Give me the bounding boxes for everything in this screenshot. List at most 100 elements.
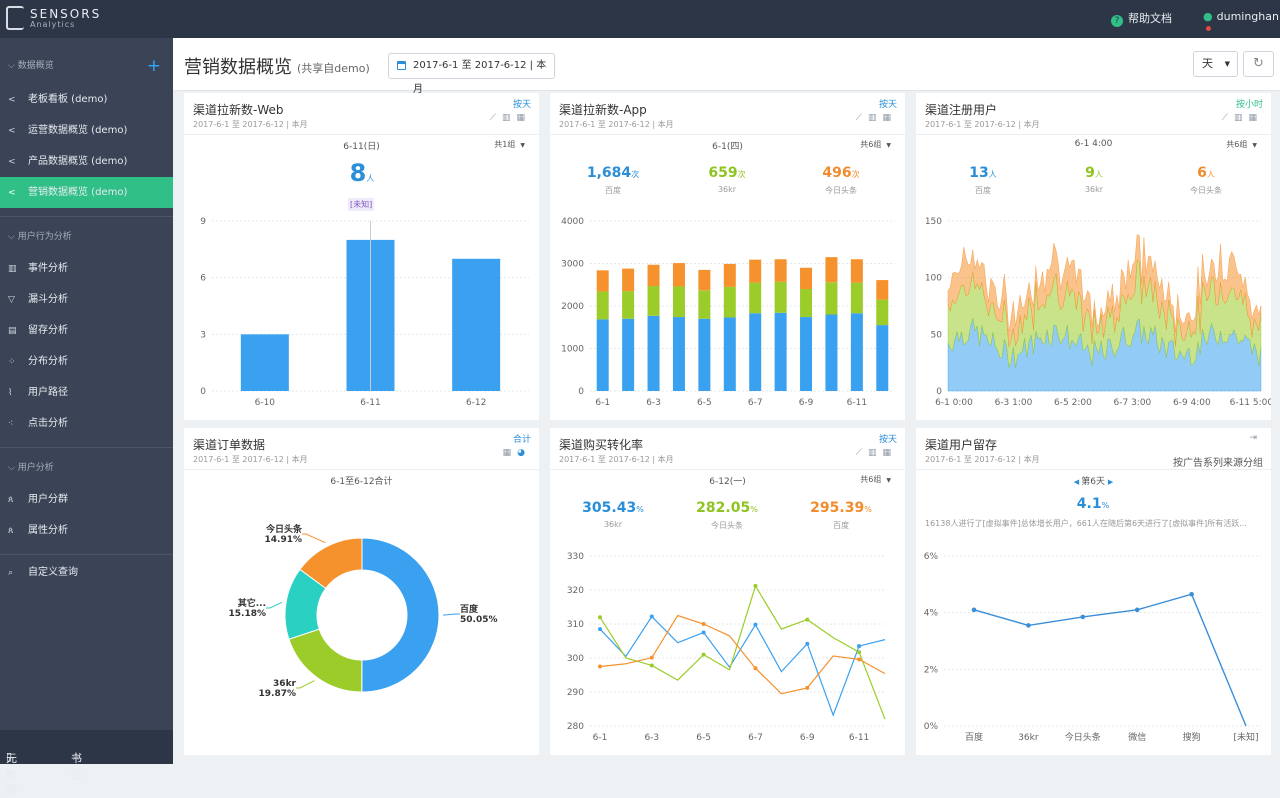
sidebar-item-product[interactable]: < 产品数据概览 (demo) (0, 146, 173, 177)
line-chart-icon[interactable]: ⟋ (1221, 113, 1234, 123)
line-chart-icon[interactable]: ⟋ (855, 113, 868, 123)
x-tick-label: 6-3 1:00 (995, 398, 1033, 408)
help-docs-link[interactable]: ? 帮助文档 (1111, 10, 1172, 27)
group-select[interactable]: 共6组 ▼ (860, 474, 891, 485)
table-icon[interactable]: ▦ (502, 448, 518, 458)
bar-segment (800, 267, 813, 289)
next-arrow-icon[interactable]: ▶ (1107, 478, 1114, 486)
chart-type-switcher[interactable]: ⟋▥▦ (856, 113, 897, 123)
data-point (598, 627, 602, 632)
sidebar-item-path[interactable]: ⌇ 用户路径 (0, 377, 173, 408)
sidebar-item-label: 用户路径 (28, 387, 68, 398)
chevron-down-icon: ▼ (520, 142, 525, 149)
chart-type-switcher[interactable]: ⟋▥▦ (1222, 113, 1263, 123)
page-header: 营销数据概览 (共享自demo) 2017-6-1 至 2017-6-12 | … (173, 38, 1280, 95)
bar-chart-icon[interactable]: ▥ (867, 448, 883, 458)
user-icon: ● (1203, 10, 1213, 23)
bar-chart-icon[interactable]: ▥ (867, 113, 883, 123)
line-chart-icon[interactable]: ⟋ (489, 113, 502, 123)
panel-orders: 渠道订单数据 2017-6-1 至 2017-6-12 | 本月 合计 ▦◕ 6… (184, 428, 539, 755)
kpi-label: 今日头条 (1190, 186, 1222, 195)
refresh-button[interactable]: ↻ (1243, 51, 1274, 77)
data-point (598, 664, 602, 669)
bar-segment (647, 264, 660, 287)
group-select[interactable]: 共1组 ▼ (494, 139, 525, 150)
brand-name: SENSORS (30, 7, 102, 21)
table-icon[interactable]: ▦ (882, 113, 897, 123)
by-day-link[interactable]: 按天 (878, 435, 897, 445)
x-tick-label: 6-5 2:00 (1054, 398, 1092, 408)
panel-subtitle: 6-1至6-12合计 (330, 477, 393, 487)
bar-segment (825, 314, 838, 391)
table-icon[interactable]: ▦ (516, 113, 531, 123)
brand-logo[interactable]: SENSORS Analytics (6, 6, 99, 32)
by-day-link[interactable]: 按天 (512, 100, 531, 110)
property-icon: ጰ (8, 526, 14, 536)
kpi-item: 496次 今日头条 (796, 165, 886, 196)
sidebar-item-boss[interactable]: < 老板看板 (demo) (0, 84, 173, 115)
sidebar-item-funnel[interactable]: ▽ 漏斗分析 (0, 284, 173, 315)
bar-segment (622, 318, 635, 391)
collapse-icon[interactable]: ⇥ (1249, 433, 1263, 443)
date-range-picker[interactable]: 2017-6-1 至 2017-6-12 | 本月 (388, 53, 555, 95)
day-navigator[interactable]: ◀ 第6天 ▶ (916, 474, 1271, 487)
bar-segment (596, 319, 609, 391)
pie-chart-icon[interactable]: ◕ (517, 448, 531, 458)
data-point (649, 655, 654, 660)
bar-chart-icon[interactable]: ▥ (1233, 113, 1249, 123)
table-icon[interactable]: ▦ (882, 448, 897, 458)
chart-type-switcher[interactable]: ⟋▥▦ (856, 448, 897, 458)
group-by-source-label[interactable]: 按广告系列来源分组 (1173, 458, 1263, 469)
bar (240, 334, 289, 391)
sidebar-item-click[interactable]: ⁖ 点击分析 (0, 408, 173, 439)
sidebar-item-retention[interactable]: ▤ 留存分析 (0, 315, 173, 346)
group-label: 共6组 (1226, 140, 1248, 149)
section-label: 用户分析 (17, 463, 54, 473)
table-icon[interactable]: ▦ (1248, 113, 1263, 123)
page-title: 营销数据概览 (184, 57, 292, 78)
sidebar-item-properties[interactable]: ጰ 属性分析 (0, 515, 173, 546)
retention-icon: ▤ (8, 326, 17, 336)
sidebar-item-label: 自定义查询 (28, 567, 78, 578)
panel-date: 2017-6-1 至 2017-6-12 | 本月 (193, 455, 308, 464)
user-menu[interactable]: ● duminghan (1203, 10, 1280, 36)
group-select[interactable]: 共6组 ▼ (860, 139, 891, 150)
logo-mark-icon (6, 6, 24, 30)
slice-label: 36kr (273, 679, 297, 689)
granularity-select[interactable]: 天 ▼ (1193, 51, 1238, 77)
total-link[interactable]: 合计 (512, 435, 531, 445)
add-dashboard-button[interactable]: + (146, 56, 161, 76)
bar-chart-icon[interactable]: ▥ (501, 113, 517, 123)
prev-arrow-icon[interactable]: ◀ (1073, 478, 1082, 486)
group-select[interactable]: 共6组 ▼ (1226, 139, 1257, 150)
sidebar-item-label: 运营数据概览 (demo) (28, 125, 128, 136)
sidebar-item-distribution[interactable]: ⁘ 分布分析 (0, 346, 173, 377)
leader-line (442, 613, 460, 616)
line-chart-icon[interactable]: ⟋ (855, 448, 868, 458)
bar (452, 258, 501, 391)
x-tick-label: 6-9 (799, 398, 814, 408)
sidebar-item-ops[interactable]: < 运营数据概览 (demo) (0, 115, 173, 146)
chart-type-switcher[interactable]: ⟋▥▦ (490, 113, 531, 123)
sidebar-item-label: 事件分析 (28, 263, 68, 274)
by-hour-link[interactable]: 按小时 (1235, 100, 1263, 110)
bar-segment (876, 325, 889, 391)
sidebar-section-behavior[interactable]: ⌵ 用户行为分析 (8, 232, 72, 242)
chart-type-switcher[interactable]: ▦◕ (503, 448, 531, 458)
sidebar-item-events[interactable]: ▥ 事件分析 (0, 253, 173, 284)
panel-conversion: 渠道购买转化率 2017-6-1 至 2017-6-12 | 本月 按天 ⟋▥▦… (550, 428, 905, 755)
data-point (1026, 623, 1031, 628)
by-day-link[interactable]: 按天 (878, 100, 897, 110)
bar-segment (749, 313, 762, 391)
kpi-unit: 人 (1094, 170, 1103, 179)
sidebar-item-marketing[interactable]: < 营销数据概览 (demo) (0, 177, 173, 208)
sidebar-item-custom-query[interactable]: ⌕ 自定义查询 (0, 557, 173, 588)
x-tick-label: 6-11 (849, 733, 869, 743)
y-tick: 2% (924, 665, 939, 675)
sidebar-item-segments[interactable]: ጰ 用户分群 (0, 484, 173, 515)
panel-subtitle: 6-12(一) (709, 477, 746, 487)
sidebar-section-users[interactable]: ⌵ 用户分析 (8, 463, 54, 473)
panel-title: 渠道用户留存 (925, 438, 998, 452)
sidebar-section-overview[interactable]: ⌵ 数据概览 + (8, 56, 161, 76)
kpi-value: 13 (969, 165, 989, 181)
